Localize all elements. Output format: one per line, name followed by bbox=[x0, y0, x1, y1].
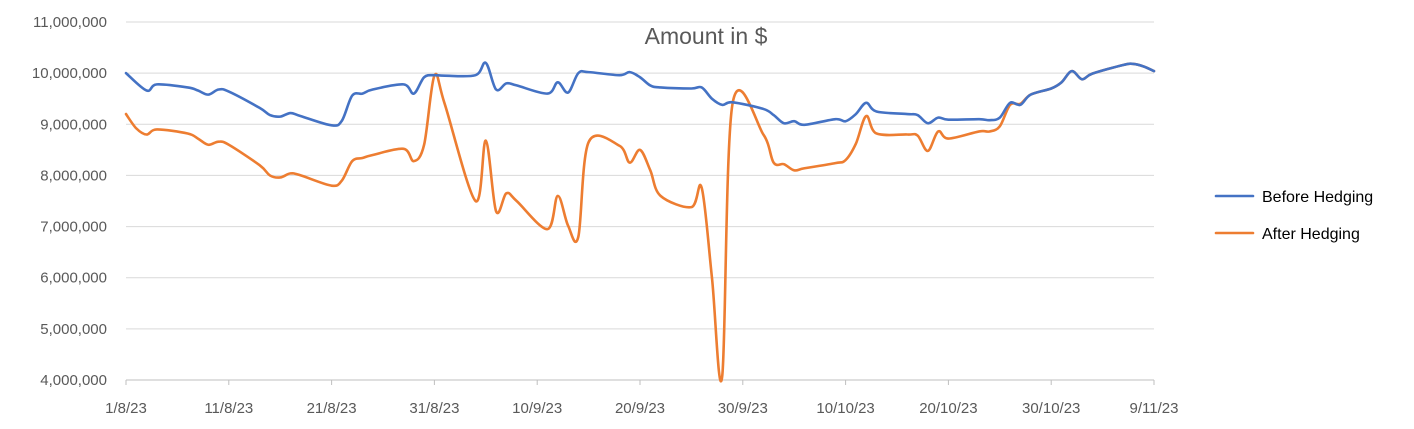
series-line-after-hedging bbox=[124, 62, 1156, 383]
x-tick-label: 20/10/23 bbox=[919, 400, 977, 417]
x-tick-label: 1/8/23 bbox=[105, 400, 147, 417]
legend-label-after-hedging: After Hedging bbox=[1262, 226, 1360, 243]
gridlines bbox=[126, 21, 1154, 330]
series-line-before-hedging bbox=[124, 61, 1156, 127]
chart-title: Amount in $ bbox=[645, 23, 768, 49]
x-tick-label: 20/9/23 bbox=[615, 400, 665, 417]
legend-label-before-hedging: Before Hedging bbox=[1262, 189, 1373, 206]
y-tick-label: 9,000,000 bbox=[40, 116, 107, 133]
x-tick-label: 21/8/23 bbox=[307, 400, 357, 417]
y-tick-label: 4,000,000 bbox=[40, 372, 107, 389]
y-axis-tick-labels: 4,000,000 5,000,000 6,000,000 7,000,000 8,00… bbox=[32, 14, 107, 389]
y-tick-label: 5,000,000 bbox=[40, 321, 107, 338]
x-tick-label: 31/8/23 bbox=[409, 400, 459, 417]
y-tick-label: 10,000,000 bbox=[32, 65, 107, 82]
x-tick-label: 9/11/23 bbox=[1130, 400, 1179, 417]
y-tick-label: 6,000,000 bbox=[40, 270, 107, 287]
series-lines bbox=[124, 61, 1156, 383]
legend: Before Hedging After Hedging bbox=[1214, 189, 1373, 243]
x-tick-label: 11/8/23 bbox=[204, 400, 253, 417]
x-tick-label: 10/10/23 bbox=[816, 400, 874, 417]
x-tick-label: 10/9/23 bbox=[512, 400, 562, 417]
x-tick-label: 30/10/23 bbox=[1022, 400, 1080, 417]
y-tick-label: 8,000,000 bbox=[40, 167, 107, 184]
x-axis-tick-labels: 1/8/23 11/8/23 21/8/23 31/8/23 10/9/23 20/9/2… bbox=[105, 380, 1178, 417]
x-tick-label: 30/9/23 bbox=[718, 400, 768, 417]
y-tick-label: 7,000,000 bbox=[40, 219, 107, 236]
y-tick-label: 11,000,000 bbox=[33, 14, 107, 31]
